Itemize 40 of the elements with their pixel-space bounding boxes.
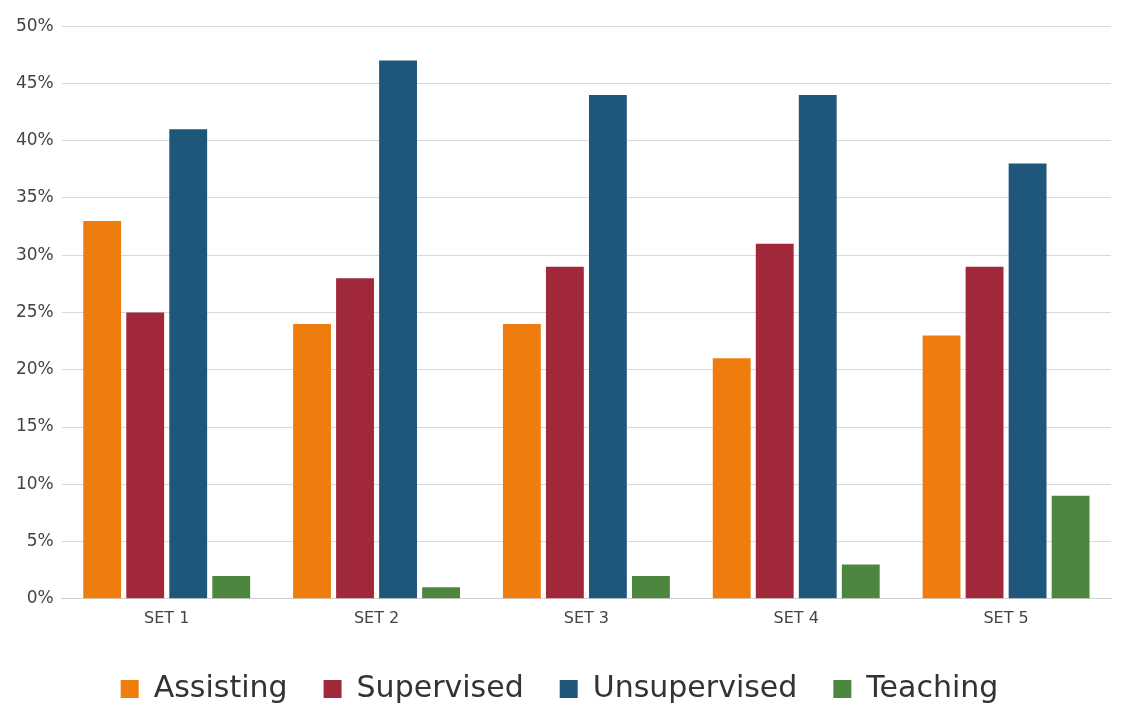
y-tick-label: 0% xyxy=(26,587,54,608)
bar xyxy=(922,335,961,599)
legend-label: Unsupervised xyxy=(592,668,798,704)
y-tick-label: 35% xyxy=(15,186,54,207)
bar xyxy=(1051,495,1090,599)
bar xyxy=(545,266,584,599)
bar xyxy=(588,94,627,599)
legend-label: Assisting xyxy=(153,668,288,704)
bar xyxy=(502,323,541,599)
bar xyxy=(126,312,165,599)
bar xyxy=(841,564,880,599)
bar xyxy=(755,243,794,599)
bar xyxy=(293,323,331,599)
bar xyxy=(965,266,1004,599)
y-tick-label: 45% xyxy=(15,71,54,92)
x-tick-label: SET 5 xyxy=(983,607,1029,627)
x-tick-label: SET 1 xyxy=(144,607,190,627)
bar xyxy=(169,129,208,599)
bar xyxy=(712,358,751,599)
legend-label: Teaching xyxy=(865,668,999,704)
x-tick-label: SET 4 xyxy=(773,607,819,627)
y-tick-label: 30% xyxy=(15,243,54,264)
y-tick-label: 5% xyxy=(26,529,54,550)
x-tick-label: SET 3 xyxy=(563,607,610,627)
y-tick-label: 10% xyxy=(15,472,54,493)
bar xyxy=(379,60,417,599)
y-tick-label: 25% xyxy=(15,300,54,321)
bar xyxy=(336,278,374,599)
bar xyxy=(798,94,837,599)
y-tick-label: 15% xyxy=(15,415,54,436)
bar xyxy=(1008,163,1047,599)
x-tick-label: SET 2 xyxy=(353,607,400,627)
bar xyxy=(422,587,460,599)
bar xyxy=(631,575,670,599)
legend-label: Supervised xyxy=(356,668,524,704)
bar xyxy=(83,220,122,599)
bar xyxy=(212,575,251,599)
y-tick-label: 50% xyxy=(15,14,54,35)
y-tick-label: 40% xyxy=(15,129,54,150)
y-tick-label: 20% xyxy=(15,358,54,379)
